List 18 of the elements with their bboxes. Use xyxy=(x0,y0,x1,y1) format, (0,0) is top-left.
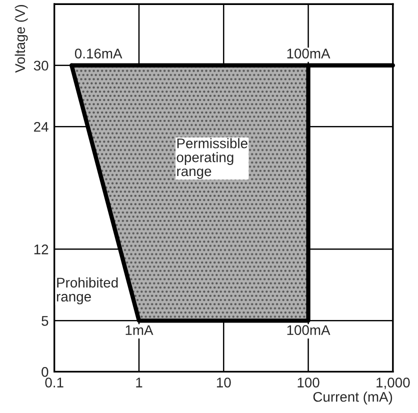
annotation: 100mA xyxy=(287,48,330,58)
y-tick-label: 0 xyxy=(42,367,48,377)
x-axis-title: Current (mA) xyxy=(313,392,392,405)
annotation: 0.16mA xyxy=(74,48,122,58)
annotation: 1mA xyxy=(126,325,154,335)
x-tick-label: 100 xyxy=(298,378,320,388)
annotation: Permissible operating range xyxy=(176,138,248,179)
x-tick-label: 1,000 xyxy=(376,378,410,390)
y-tick-label: 24 xyxy=(34,122,48,132)
y-tick-label: 5 xyxy=(42,316,48,326)
y-tick-label: 12 xyxy=(34,244,48,254)
x-tick-label: 1 xyxy=(136,378,142,388)
annotation: Prohibited range xyxy=(56,277,118,304)
x-tick-label: 0.1 xyxy=(45,378,64,388)
y-tick-label: 30 xyxy=(34,60,48,71)
annotation: 100mA xyxy=(287,325,330,336)
x-tick-label: 10 xyxy=(216,378,231,388)
y-axis-title: Voltage (V) xyxy=(14,4,28,73)
